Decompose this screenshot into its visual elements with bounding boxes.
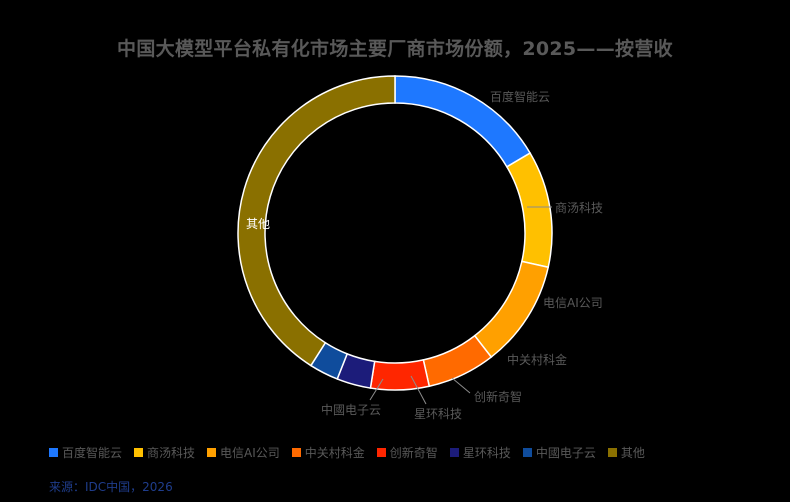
- legend-swatch: [134, 448, 144, 457]
- legend-label: 商汤科技: [147, 446, 196, 460]
- legend-item-2: 商汤科技: [134, 444, 195, 461]
- legend-label: 创新奇智: [389, 446, 438, 460]
- legend-item-4: 中关村科金: [291, 444, 365, 461]
- chart-title: 中国大模型平台私有化市场主要厂商市场份额，2025——按营收: [117, 38, 673, 60]
- data-label-4: 中关村科金: [507, 352, 567, 367]
- leader-line-6: [410, 375, 427, 405]
- legend-label: 中关村科金: [304, 446, 365, 460]
- legend-item-7: 中國电子云: [522, 444, 596, 461]
- legend-swatch: [207, 448, 217, 457]
- donut-slice-8: [237, 75, 396, 367]
- legend-label: 电信AI公司: [220, 446, 280, 460]
- data-label-2: 商汤科技: [555, 200, 603, 215]
- donut-slice-3: [473, 260, 550, 359]
- legend-item-1: 百度智能云: [49, 444, 122, 461]
- donut-slice-4: [422, 334, 493, 388]
- legend-label: 百度智能云: [62, 446, 123, 460]
- leader-line-7: [369, 378, 384, 401]
- data-label-8: 其他: [246, 217, 270, 231]
- data-label-1: 百度智能云: [490, 89, 550, 104]
- legend-label: 中國电子云: [535, 446, 596, 460]
- legend-swatch: [49, 448, 58, 457]
- legend: 百度智能云 商汤科技 电信AI公司 中关村科金 创新奇智 星环科技 中國电子云 其他: [49, 444, 657, 461]
- legend-item-5: 创新奇智: [376, 444, 438, 461]
- data-label-5: 创新奇智: [474, 389, 522, 404]
- data-label-7: 中國电子云: [321, 402, 381, 417]
- legend-item-8: 其他: [607, 444, 645, 461]
- legend-swatch: [376, 448, 386, 457]
- donut-slice-2: [505, 152, 553, 269]
- data-label-6: 星环科技: [414, 407, 462, 421]
- legend-swatch: [449, 448, 459, 457]
- legend-swatch: [607, 448, 617, 457]
- legend-swatch: [522, 448, 532, 457]
- data-label-3: 电信AI公司: [543, 296, 603, 310]
- legend-label: 其他: [620, 446, 645, 460]
- legend-swatch: [291, 448, 301, 457]
- leader-line-5: [451, 377, 471, 394]
- source-note: 来源：IDC中国，2026: [49, 480, 173, 494]
- legend-label: 星环科技: [462, 446, 511, 460]
- legend-item-6: 星环科技: [449, 444, 511, 461]
- legend-item-3: 电信AI公司: [207, 444, 280, 461]
